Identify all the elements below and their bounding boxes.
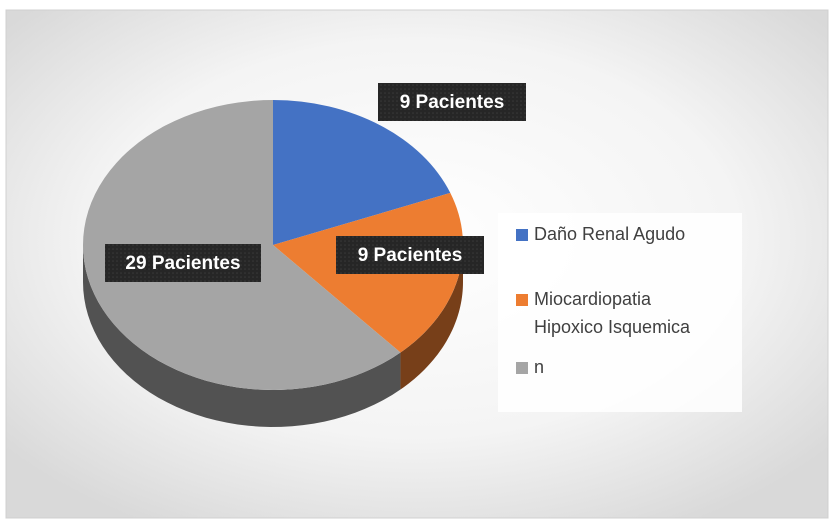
data-label-box (336, 236, 484, 274)
data-label-box (378, 83, 526, 121)
legend-swatch (516, 294, 528, 306)
legend-label: Miocardiopatia Hipoxico Isquemica (534, 289, 691, 337)
legend-swatch (516, 229, 528, 241)
slice-side (83, 245, 401, 427)
legend-label: Daño Renal Agudo (534, 224, 685, 244)
legend-box (498, 213, 742, 412)
slice-side (400, 245, 463, 390)
data-label: 29 Pacientes (125, 253, 240, 274)
slice (273, 100, 451, 245)
legend-label: n (534, 357, 544, 377)
data-label-box (105, 244, 261, 282)
legend-swatch (516, 362, 528, 374)
data-label: 9 Pacientes (400, 92, 505, 113)
data-label: 9 Pacientes (358, 245, 463, 266)
